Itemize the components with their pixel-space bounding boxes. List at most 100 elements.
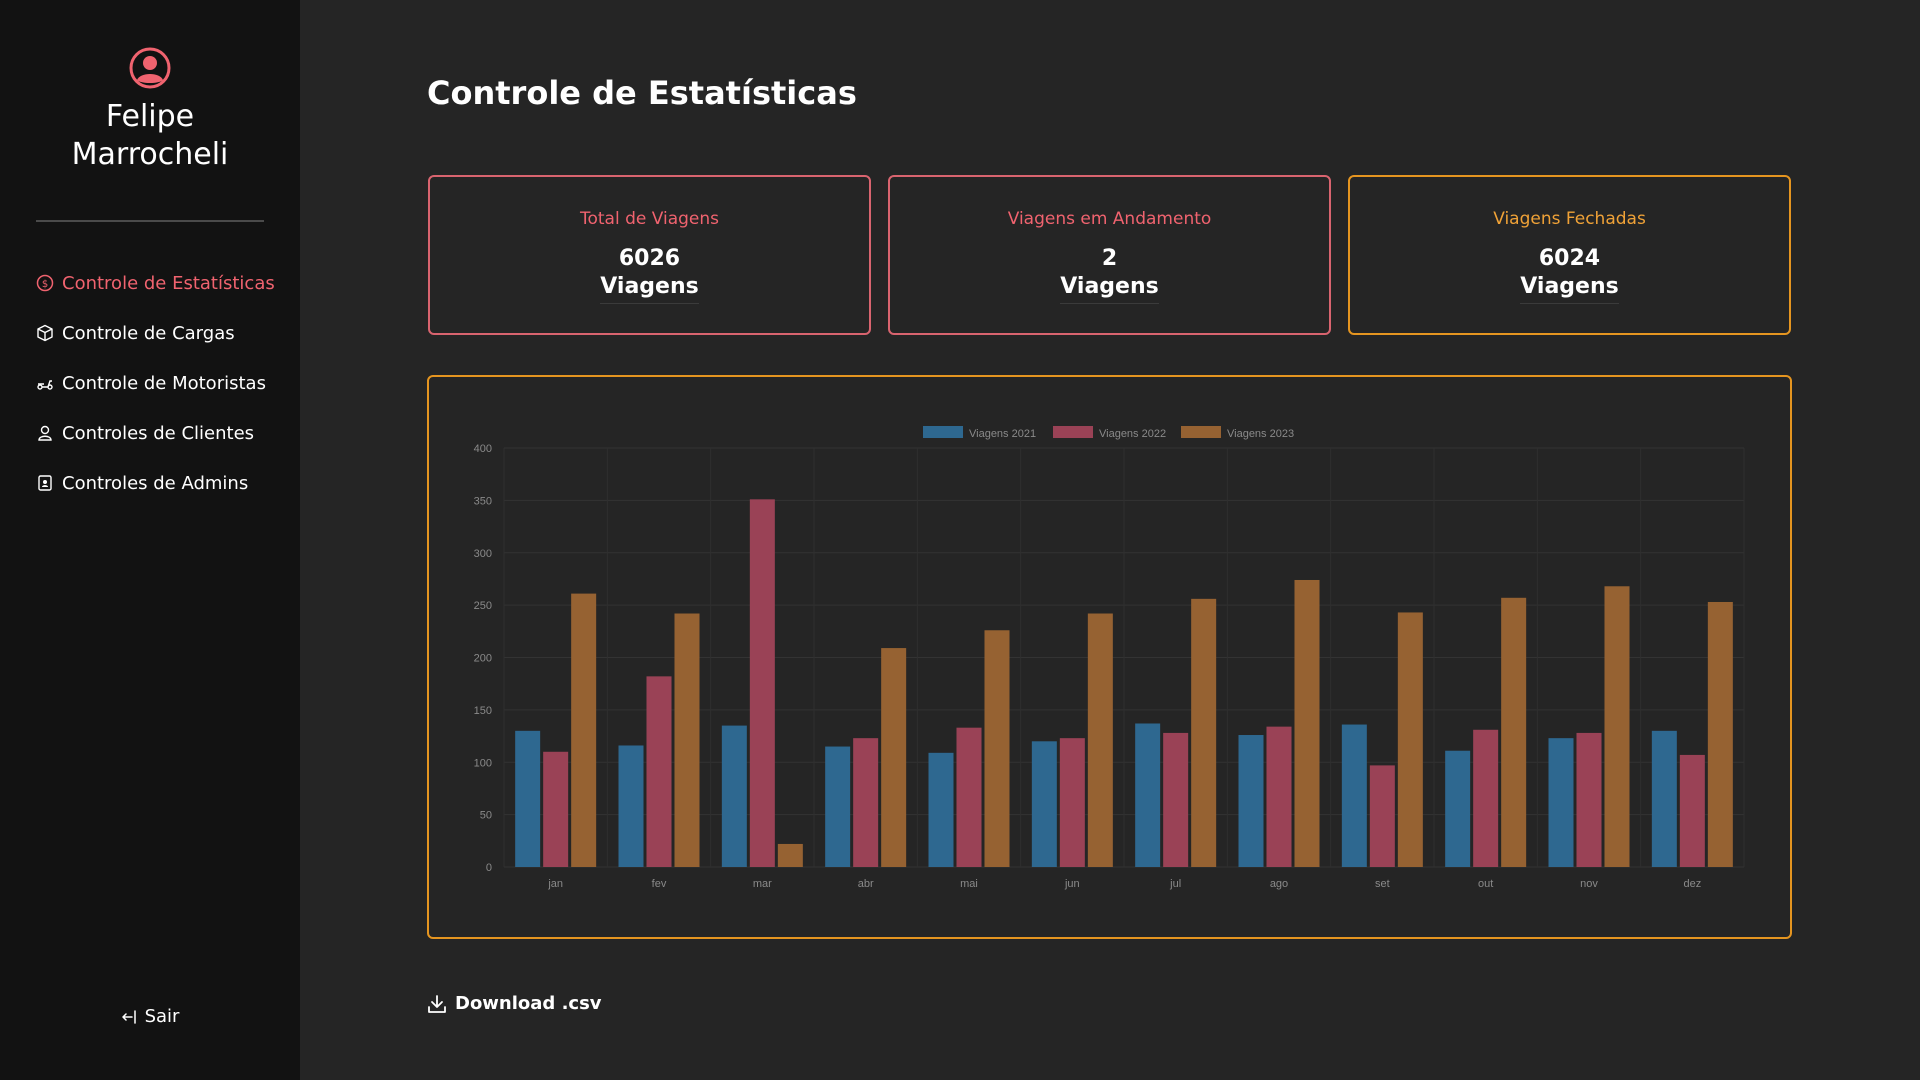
sidebar-item-motoristas[interactable]: Controle de Motoristas (36, 358, 275, 408)
bar (1031, 741, 1057, 867)
sidebar-item-admins[interactable]: Controles de Admins (36, 458, 275, 508)
y-tick-label: 300 (474, 548, 492, 560)
x-tick-label: mai (960, 878, 978, 890)
sidebar-item-label: Controle de Motoristas (62, 372, 266, 394)
y-tick-label: 0 (486, 862, 492, 874)
user-name: Felipe Marrocheli (0, 98, 300, 174)
bar (618, 745, 644, 867)
page-title: Controle de Estatísticas (427, 74, 857, 112)
x-tick-label: ago (1270, 878, 1288, 890)
logout-button[interactable]: Sair (0, 1006, 300, 1027)
user-circle-icon (129, 47, 171, 89)
bar (1707, 601, 1733, 867)
bar (777, 843, 803, 867)
card-value: 6026 (618, 246, 681, 271)
card-label: Total de Viagens (579, 209, 720, 229)
sidebar-divider (36, 220, 264, 222)
y-tick-label: 400 (474, 443, 492, 455)
chart-container: 0 50 100 150 200 250 300 350 400 jan fev mar abr mai j… (427, 375, 1792, 939)
bar (956, 727, 982, 867)
sidebar-nav: $ Controle de Estatísticas Controle de C… (36, 258, 275, 508)
bar (1445, 750, 1471, 867)
bar (674, 613, 700, 867)
bar (1238, 735, 1264, 867)
y-tick-label: 200 (474, 653, 492, 665)
bar (1135, 723, 1161, 867)
bar (1191, 598, 1217, 867)
bar (853, 738, 879, 867)
scooter-icon (37, 380, 53, 390)
bar (1059, 738, 1085, 867)
download-label: Download .csv (455, 993, 602, 1014)
bar (1397, 612, 1423, 867)
legend-label: Viagens 2023 (1227, 428, 1294, 440)
bar (984, 630, 1010, 867)
card-label: Viagens Fechadas (1493, 209, 1646, 229)
bar (646, 676, 672, 867)
bar (1266, 726, 1292, 867)
sidebar-item-cargas[interactable]: Controle de Cargas (36, 308, 275, 358)
bar (721, 725, 747, 867)
bar (825, 746, 851, 867)
sidebar-item-label: Controle de Cargas (62, 322, 235, 344)
bar (1163, 732, 1189, 867)
bar (749, 499, 775, 867)
card-label: Viagens em Andamento (1007, 209, 1212, 229)
card-unit: Viagens (600, 273, 699, 304)
x-tick-label: set (1375, 878, 1390, 890)
bar-chart: 0 50 100 150 200 250 300 350 400 jan fev mar abr mai j… (474, 426, 1745, 890)
bar (1604, 586, 1630, 867)
bar (571, 593, 597, 867)
x-tick-label: dez (1683, 878, 1701, 890)
admin-badge-icon (38, 475, 52, 491)
y-tick-label: 50 (480, 810, 492, 822)
y-tick-label: 100 (474, 757, 492, 769)
bar (881, 648, 907, 867)
sidebar-item-estatisticas[interactable]: $ Controle de Estatísticas (36, 258, 275, 308)
bar (1501, 597, 1527, 867)
card-value: 2 (1101, 246, 1118, 271)
sidebar-item-label: Controles de Admins (62, 472, 249, 494)
sidebar: Felipe Marrocheli $ Controle de Estatíst… (0, 0, 300, 1080)
y-tick-label: 150 (474, 705, 492, 717)
user-name-line2: Marrocheli (71, 137, 229, 172)
y-tick-label: 350 (474, 495, 492, 507)
box-icon (37, 324, 53, 342)
user-icon (38, 425, 52, 441)
user-name-line1: Felipe (105, 99, 195, 134)
bar (1087, 613, 1113, 867)
stat-card-total: Total de Viagens 6026 Viagens (428, 175, 871, 335)
bar (1294, 579, 1320, 867)
x-tick-label: jan (547, 878, 563, 890)
x-tick-label: jun (1064, 878, 1080, 890)
dollar-circle-icon: $ (36, 274, 54, 292)
bar (928, 752, 954, 867)
legend-swatch (1053, 426, 1093, 438)
sidebar-item-label: Controles de Clientes (62, 422, 255, 444)
sidebar-item-clientes[interactable]: Controles de Clientes (36, 408, 275, 458)
bar (1341, 724, 1367, 867)
bar (1548, 738, 1574, 867)
x-tick-label: fev (652, 878, 667, 890)
bar (1369, 765, 1395, 867)
stat-card-andamento: Viagens em Andamento 2 Viagens (888, 175, 1331, 335)
stat-card-fechadas: Viagens Fechadas 6024 Viagens (1348, 175, 1791, 335)
download-icon (428, 994, 446, 1013)
bar (543, 751, 569, 867)
legend-swatch (923, 426, 963, 438)
x-tick-label: nov (1580, 878, 1598, 890)
x-tick-label: out (1478, 878, 1493, 890)
card-unit: Viagens (1060, 273, 1159, 304)
bar (1651, 730, 1677, 867)
logout-label: Sair (144, 1006, 180, 1027)
sidebar-item-label: Controle de Estatísticas (62, 272, 275, 294)
download-csv-button[interactable]: Download .csv (427, 993, 602, 1014)
svg-text:$: $ (42, 279, 48, 290)
card-value: 6024 (1538, 246, 1601, 271)
legend-label: Viagens 2021 (969, 428, 1036, 440)
bar (1473, 729, 1499, 867)
x-tick-label: mar (753, 878, 772, 890)
bar (1679, 754, 1705, 867)
legend-swatch (1181, 426, 1221, 438)
bar (1576, 732, 1602, 867)
